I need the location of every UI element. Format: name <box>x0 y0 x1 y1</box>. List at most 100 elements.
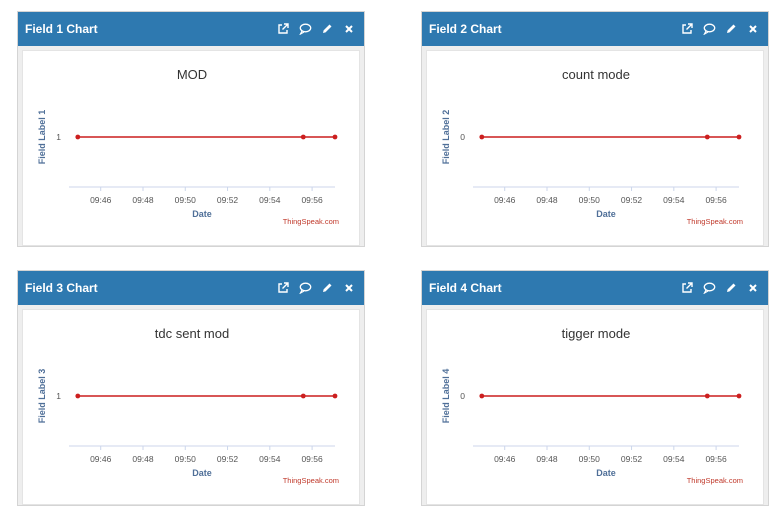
x-tick-label: 09:52 <box>217 195 239 205</box>
x-tick-label: 09:46 <box>90 454 112 464</box>
x-tick-label: 09:50 <box>175 195 197 205</box>
data-point[interactable] <box>479 134 485 140</box>
line-chart: MOD Field Label 1 1 09:46 09:48 09:50 09:52 09:… <box>37 67 339 226</box>
y-tick-label: 1 <box>56 132 61 142</box>
data-point[interactable] <box>479 393 485 399</box>
x-tick-label: 09:52 <box>217 454 239 464</box>
x-tick-label: 09:48 <box>132 454 154 464</box>
widget-header: Field 4 Chart <box>422 271 768 305</box>
close-icon[interactable] <box>746 22 760 36</box>
line-chart: tdc sent mod Field Label 3 1 09:46 09:48 09:5… <box>37 326 339 485</box>
widget-actions <box>276 22 356 36</box>
close-icon[interactable] <box>342 281 356 295</box>
x-tick-label: 09:54 <box>259 454 281 464</box>
widget-body: tdc sent mod Field Label 3 1 09:46 09:48 09:5… <box>18 305 364 505</box>
field-3-chart-widget: Field 3 Chart tdc sent mod Field Label 3 1… <box>17 270 365 506</box>
chart-container: MOD Field Label 1 1 09:46 09:48 09:50 09:52 09:… <box>22 50 360 246</box>
external-link-icon[interactable] <box>276 281 290 295</box>
y-axis-title: Field Label 2 <box>441 110 451 165</box>
x-tick-label: 09:48 <box>132 195 154 205</box>
line-chart: tigger mode Field Label 4 0 09:46 09:48 09:50… <box>441 326 743 485</box>
data-point[interactable] <box>300 393 306 399</box>
external-link-icon[interactable] <box>276 22 290 36</box>
pencil-icon[interactable] <box>320 22 334 36</box>
x-tick-label: 09:54 <box>663 195 685 205</box>
widget-title: Field 1 Chart <box>25 22 98 36</box>
close-icon[interactable] <box>342 22 356 36</box>
widget-header: Field 1 Chart <box>18 12 364 46</box>
data-point[interactable] <box>704 393 710 399</box>
x-tick-label: 09:56 <box>705 454 727 464</box>
widget-actions <box>680 281 760 295</box>
widget-actions <box>276 281 356 295</box>
x-tick-label: 09:46 <box>90 195 112 205</box>
x-tick-label: 09:56 <box>301 454 323 464</box>
chart-title: count mode <box>562 67 630 82</box>
widget-header: Field 3 Chart <box>18 271 364 305</box>
x-tick-label: 09:52 <box>621 195 643 205</box>
x-tick-label: 09:54 <box>259 195 281 205</box>
data-point[interactable] <box>736 393 742 399</box>
field-4-chart-widget: Field 4 Chart tigger mode Field Label 4 0 0… <box>421 270 769 506</box>
x-tick-label: 09:48 <box>536 454 558 464</box>
widget-title: Field 4 Chart <box>429 281 502 295</box>
widget-actions <box>680 22 760 36</box>
thingspeak-credit-link[interactable]: ThingSpeak.com <box>687 217 743 226</box>
data-point[interactable] <box>75 393 81 399</box>
pencil-icon[interactable] <box>724 22 738 36</box>
thingspeak-credit-link[interactable]: ThingSpeak.com <box>283 476 339 485</box>
x-tick-label: 09:50 <box>579 195 601 205</box>
data-point[interactable] <box>704 134 710 140</box>
y-tick-label: 1 <box>56 391 61 401</box>
y-tick-label: 0 <box>460 391 465 401</box>
chart-container: tigger mode Field Label 4 0 09:46 09:48 09:50… <box>426 309 764 505</box>
x-axis-title: Date <box>596 468 616 478</box>
chart-container: tdc sent mod Field Label 3 1 09:46 09:48 09:5… <box>22 309 360 505</box>
widget-body: count mode Field Label 2 0 09:46 09:48 09:50 0… <box>422 46 768 246</box>
close-icon[interactable] <box>746 281 760 295</box>
chart-title: tdc sent mod <box>155 326 229 341</box>
chart-title: tigger mode <box>562 326 631 341</box>
x-axis-title: Date <box>596 209 616 219</box>
thingspeak-credit-link[interactable]: ThingSpeak.com <box>687 476 743 485</box>
widget-body: tigger mode Field Label 4 0 09:46 09:48 09:50… <box>422 305 768 505</box>
y-axis-title: Field Label 1 <box>37 110 47 165</box>
field-1-chart-widget: Field 1 Chart MOD Field Label 1 1 09:46 09:4… <box>17 11 365 247</box>
widget-body: MOD Field Label 1 1 09:46 09:48 09:50 09:52 09:… <box>18 46 364 246</box>
pencil-icon[interactable] <box>724 281 738 295</box>
comment-icon[interactable] <box>298 22 312 36</box>
widget-header: Field 2 Chart <box>422 12 768 46</box>
x-tick-label: 09:48 <box>536 195 558 205</box>
y-axis-title: Field Label 4 <box>441 369 451 424</box>
widget-title: Field 3 Chart <box>25 281 98 295</box>
y-tick-label: 0 <box>460 132 465 142</box>
x-tick-label: 09:50 <box>175 454 197 464</box>
external-link-icon[interactable] <box>680 22 694 36</box>
line-chart: count mode Field Label 2 0 09:46 09:48 09:50 0… <box>441 67 743 226</box>
x-tick-label: 09:46 <box>494 454 516 464</box>
field-2-chart-widget: Field 2 Chart count mode Field Label 2 0 09… <box>421 11 769 247</box>
x-tick-label: 09:56 <box>301 195 323 205</box>
x-tick-label: 09:54 <box>663 454 685 464</box>
comment-icon[interactable] <box>298 281 312 295</box>
x-axis-title: Date <box>192 468 212 478</box>
widget-title: Field 2 Chart <box>429 22 502 36</box>
data-point[interactable] <box>332 134 338 140</box>
data-point[interactable] <box>300 134 306 140</box>
pencil-icon[interactable] <box>320 281 334 295</box>
chart-title: MOD <box>177 67 207 82</box>
data-point[interactable] <box>332 393 338 399</box>
x-axis-title: Date <box>192 209 212 219</box>
x-tick-label: 09:50 <box>579 454 601 464</box>
data-point[interactable] <box>75 134 81 140</box>
x-tick-label: 09:46 <box>494 195 516 205</box>
external-link-icon[interactable] <box>680 281 694 295</box>
comment-icon[interactable] <box>702 281 716 295</box>
x-tick-label: 09:52 <box>621 454 643 464</box>
y-axis-title: Field Label 3 <box>37 369 47 424</box>
chart-container: count mode Field Label 2 0 09:46 09:48 09:50 0… <box>426 50 764 246</box>
comment-icon[interactable] <box>702 22 716 36</box>
x-tick-label: 09:56 <box>705 195 727 205</box>
data-point[interactable] <box>736 134 742 140</box>
thingspeak-credit-link[interactable]: ThingSpeak.com <box>283 217 339 226</box>
